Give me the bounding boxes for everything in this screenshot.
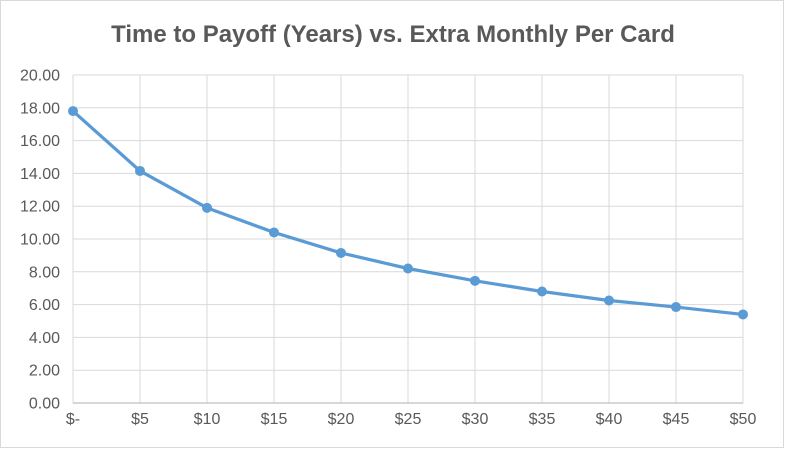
x-tick-label: $20 (328, 411, 355, 428)
series-group (68, 106, 748, 320)
x-tick-label: $45 (663, 411, 690, 428)
data-point-marker (135, 165, 145, 176)
data-point-marker (68, 106, 78, 117)
y-tick-label: 6.00 (29, 297, 60, 314)
y-axis-labels: 0.00 2.00 4.00 6.00 8.00 10.00 12.00 14.00 16.00… (20, 68, 60, 413)
x-tick-label: $- (66, 411, 80, 428)
y-tick-label: 12.00 (20, 199, 60, 216)
data-point-marker (671, 302, 681, 313)
x-tick-label: $10 (194, 411, 221, 428)
y-tick-label: 10.00 (20, 232, 60, 249)
y-tick-label: 8.00 (29, 264, 60, 281)
data-point-marker (202, 202, 212, 213)
y-tick-label: 2.00 (29, 363, 60, 380)
y-tick-label: 4.00 (29, 330, 60, 347)
x-tick-label: $50 (730, 411, 757, 428)
x-tick-label: $25 (395, 411, 422, 428)
v-gridlines (72, 75, 744, 403)
data-point-marker (336, 247, 346, 258)
y-tick-label: 20.00 (20, 68, 60, 85)
y-tick-label: 16.00 (20, 133, 60, 150)
x-tick-label: $5 (131, 411, 149, 428)
x-axis-labels: $- $5 $10 $15 $20 $25 $30 $35 $40 $45 $50 (66, 411, 757, 428)
data-point-marker (738, 309, 748, 320)
data-point-marker (470, 275, 480, 286)
chart-title: Time to Payoff (Years) vs. Extra Monthly… (111, 21, 675, 48)
data-point-marker (269, 227, 279, 238)
data-point-marker (604, 295, 614, 306)
y-tick-label: 18.00 (20, 100, 60, 117)
data-point-marker (403, 263, 413, 274)
x-tick-label: $35 (529, 411, 556, 428)
y-tick-label: 0.00 (29, 396, 60, 413)
x-tick-label: $40 (596, 411, 623, 428)
x-tick-label: $30 (462, 411, 489, 428)
y-tick-label: 14.00 (20, 166, 60, 183)
data-point-marker (537, 286, 547, 297)
x-tick-label: $15 (261, 411, 288, 428)
